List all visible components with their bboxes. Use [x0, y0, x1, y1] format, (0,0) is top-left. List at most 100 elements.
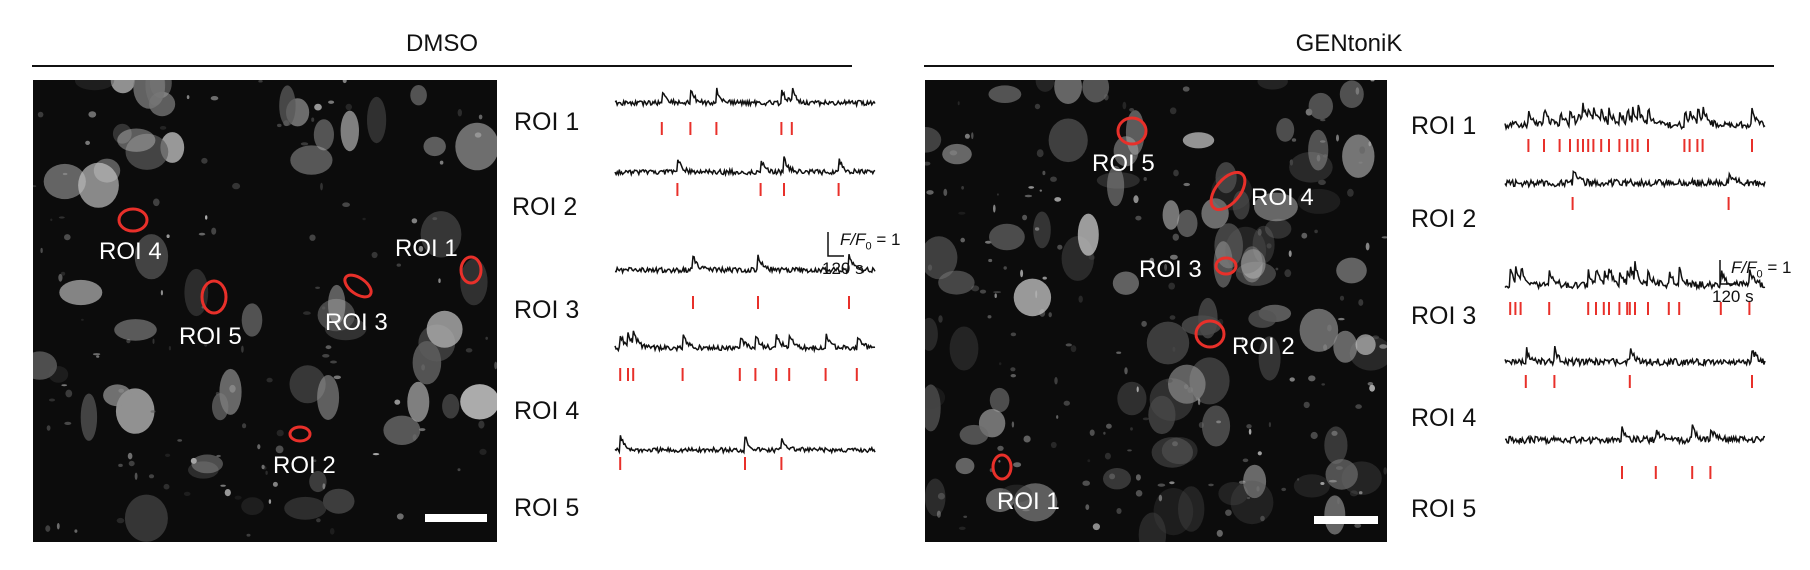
roi-5-outline — [1116, 116, 1148, 146]
cell-blob — [345, 103, 352, 111]
roi-label-3: ROI 3 — [325, 309, 388, 336]
trace-label-roi-4: ROI 4 — [514, 397, 580, 425]
cell-blob — [1308, 92, 1333, 120]
cell-blob — [342, 202, 350, 207]
cell-blob — [1288, 250, 1292, 257]
cell-texture — [33, 80, 497, 542]
cell-blob — [322, 488, 355, 514]
trace-label-roi-1: ROI 1 — [1411, 112, 1477, 140]
cell-blob — [1104, 452, 1111, 460]
trace-label-roi-2: ROI 2 — [1411, 205, 1477, 233]
cell-blob — [961, 186, 964, 190]
cell-blob — [1260, 515, 1265, 522]
cell-blob — [1157, 483, 1166, 487]
cell-blob — [485, 336, 489, 340]
cell-blob — [241, 345, 244, 353]
cell-blob — [942, 143, 972, 165]
ratio-value: = 1 — [1767, 258, 1792, 277]
cell-blob — [362, 217, 366, 221]
cell-blob — [33, 351, 57, 380]
cell-blob — [1365, 242, 1370, 251]
cell-blob — [276, 429, 284, 437]
cell-blob — [1124, 367, 1128, 375]
cell-blob — [1355, 334, 1376, 355]
cell-blob — [1367, 382, 1374, 386]
cell-blob — [1372, 335, 1380, 340]
cell-blob — [1342, 134, 1375, 178]
cell-blob — [964, 133, 970, 139]
cell-blob — [92, 353, 101, 356]
cell-blob — [988, 85, 1022, 103]
cell-blob — [64, 421, 72, 425]
cell-blob — [198, 232, 206, 236]
cell-blob — [423, 136, 446, 157]
cell-blob — [1320, 119, 1326, 122]
cell-blob — [1028, 186, 1035, 189]
cell-blob — [322, 483, 326, 490]
cell-blob — [1355, 87, 1360, 95]
cell-blob — [1275, 267, 1279, 271]
scale-bar-corner — [1719, 260, 1736, 285]
cell-blob — [1369, 384, 1375, 392]
cell-blob — [1013, 278, 1052, 317]
cell-blob — [110, 80, 136, 94]
cell-blob — [1088, 255, 1096, 260]
roi-label-4: ROI 4 — [1251, 184, 1314, 211]
cell-texture — [925, 80, 1387, 542]
cell-blob — [46, 425, 51, 431]
cell-blob — [246, 533, 251, 537]
cell-blob — [1092, 523, 1100, 531]
cell-blob — [971, 132, 974, 140]
cell-blob — [127, 452, 133, 460]
cell-blob — [1243, 464, 1267, 499]
cell-blob — [58, 273, 63, 282]
cell-blob — [322, 306, 326, 310]
cell-blob — [1308, 129, 1329, 171]
trace-label-roi-4: ROI 4 — [1411, 404, 1477, 432]
cell-blob — [153, 198, 160, 207]
cell-blob — [1116, 508, 1122, 514]
header-rule — [924, 65, 1774, 67]
roi-label-2: ROI 2 — [1232, 333, 1295, 360]
roi-4-outline — [1209, 170, 1247, 212]
cell-blob — [232, 182, 241, 190]
cell-blob — [1370, 80, 1375, 82]
cell-blob — [56, 523, 60, 530]
cell-blob — [442, 393, 460, 419]
roi-2-outline — [1194, 319, 1226, 349]
cell-blob — [317, 375, 340, 420]
cell-blob — [177, 439, 183, 442]
cell-blob — [96, 355, 100, 358]
trace-line — [614, 87, 876, 109]
cell-blob — [993, 204, 996, 213]
scale-bar-ratio: F/F0 = 1 — [840, 230, 900, 256]
cell-blob — [1213, 241, 1233, 288]
cell-blob — [457, 109, 462, 117]
cell-blob — [314, 103, 322, 111]
cell-blob — [118, 388, 124, 393]
cell-blob — [1358, 299, 1364, 306]
cell-blob — [988, 258, 993, 263]
scale-bar-corner — [827, 232, 844, 257]
cell-blob — [265, 470, 268, 475]
cell-blob — [1284, 269, 1292, 278]
cell-blob — [258, 80, 263, 83]
cell-blob — [957, 101, 960, 106]
cell-blob — [1314, 229, 1318, 234]
cell-blob — [994, 293, 997, 298]
cell-blob — [985, 240, 992, 244]
cell-blob — [1240, 249, 1266, 279]
ratio-subscript: 0 — [1756, 268, 1763, 281]
roi-1-outline — [991, 453, 1013, 481]
cell-blob — [309, 234, 316, 241]
cell-blob — [1331, 430, 1338, 436]
trace-line — [1504, 170, 1766, 189]
trace-label-roi-3: ROI 3 — [514, 296, 580, 324]
cell-blob — [383, 415, 421, 445]
roi-label-5: ROI 5 — [179, 323, 242, 350]
cell-blob — [958, 211, 966, 215]
cell-blob — [955, 457, 975, 475]
cell-blob — [1024, 194, 1033, 198]
cell-blob — [128, 460, 135, 467]
cell-blob — [411, 218, 418, 224]
